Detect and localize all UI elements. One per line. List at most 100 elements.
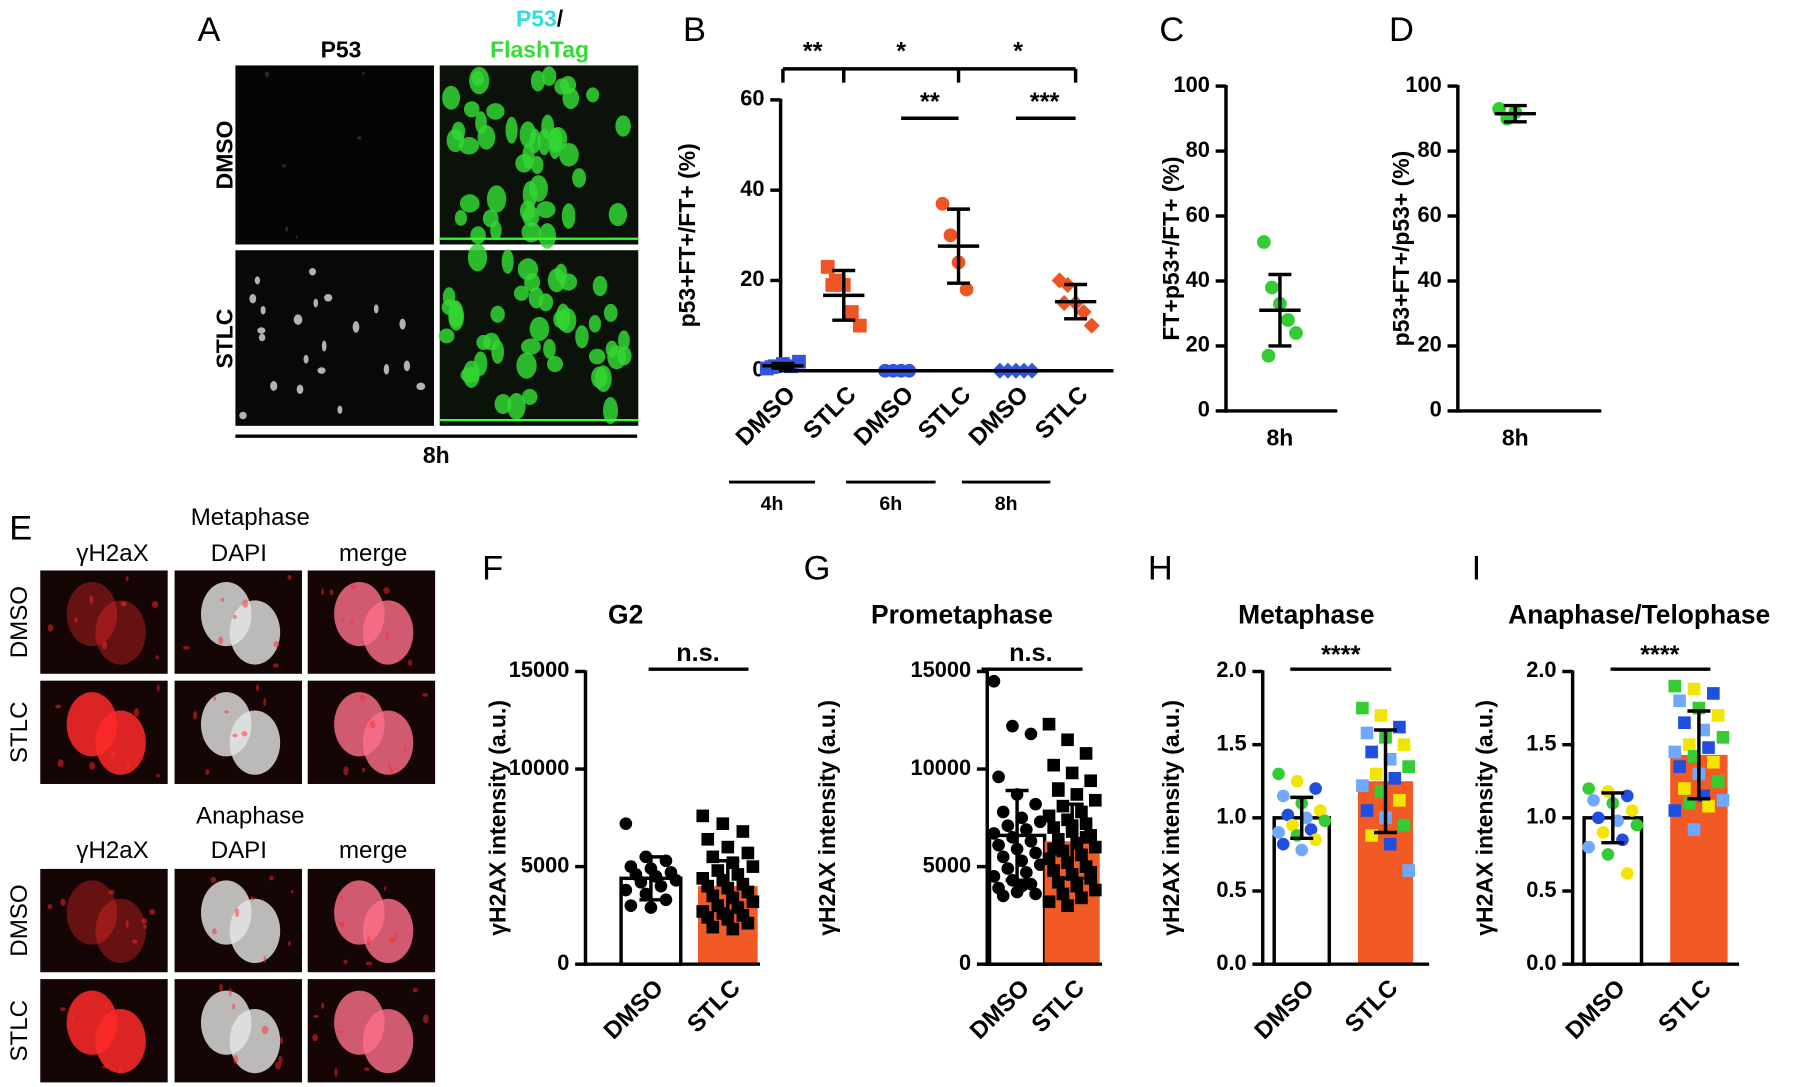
data-point [706, 850, 720, 864]
nucleus [95, 710, 146, 775]
data-point [1620, 867, 1634, 880]
cell [388, 937, 396, 944]
cell [399, 318, 406, 330]
cell [357, 136, 362, 140]
data-point [1065, 766, 1079, 780]
cell [255, 684, 260, 692]
data-point [1020, 823, 1033, 836]
y-tick-label: 1.5 [1216, 730, 1246, 755]
y-tick-label: 15000 [509, 657, 570, 682]
cell [321, 340, 327, 352]
cell [321, 1002, 325, 1009]
data-point [1365, 745, 1378, 759]
cell [213, 696, 217, 701]
data-point [644, 901, 658, 914]
group-label: 4h [761, 493, 784, 515]
significance-label: *** [1030, 88, 1060, 116]
cell [57, 759, 64, 768]
cell [278, 1055, 283, 1064]
cell [423, 1014, 429, 1024]
nucleus [229, 710, 281, 775]
column-header: P53 [321, 37, 362, 63]
cell [317, 367, 326, 374]
cell [529, 316, 550, 342]
cell [242, 599, 249, 608]
data-point [1042, 895, 1056, 909]
data-point [1668, 745, 1682, 759]
x-tick-label: DMSO [849, 381, 919, 451]
nucleus [362, 1008, 414, 1074]
cell [366, 936, 371, 946]
nucleus [95, 600, 146, 665]
data-point [634, 875, 648, 889]
nucleus [362, 710, 414, 775]
x-tick-label: DMSO [1249, 974, 1319, 1044]
y-axis-label: γH2AX intensity (a.u.) [1158, 700, 1184, 936]
cell [490, 220, 502, 241]
cell [313, 1014, 319, 1019]
cell [369, 720, 376, 729]
data-point [1716, 731, 1730, 744]
cell [394, 931, 397, 941]
column-header: DAPI [211, 837, 267, 864]
cell [155, 655, 159, 660]
micrograph [235, 65, 434, 245]
x-tick-label: DMSO [731, 381, 801, 451]
cell [412, 988, 418, 993]
cell [559, 142, 579, 167]
cell [608, 202, 628, 227]
cell [141, 918, 148, 924]
cell [467, 243, 488, 272]
cell [339, 895, 344, 901]
data-point [1051, 832, 1065, 846]
y-tick-label: 60 [740, 86, 764, 111]
significance-label: **** [1640, 641, 1679, 669]
cell [280, 1036, 284, 1045]
data-point [701, 879, 715, 893]
data-point [731, 868, 745, 881]
column-header: γH2aX [76, 540, 148, 567]
data-point [996, 850, 1010, 864]
cell [282, 164, 287, 168]
x-tick-label: STLC [1027, 974, 1091, 1038]
cell [521, 338, 541, 355]
cell [234, 907, 240, 918]
cell [296, 384, 304, 394]
cell [561, 203, 576, 229]
data-point [1687, 823, 1701, 836]
data-point [659, 854, 673, 868]
data-point [1051, 784, 1065, 797]
data-point [992, 770, 1005, 784]
cell [126, 762, 131, 770]
chart-title: Anaphase/Telophase [1508, 599, 1770, 629]
cell [501, 249, 514, 274]
cell [220, 597, 225, 602]
significance-label: * [1013, 37, 1023, 65]
cell [239, 411, 247, 420]
significance-label: ** [920, 88, 940, 116]
y-tick-label: 20 [1186, 332, 1210, 357]
data-point [1047, 842, 1060, 856]
cell [257, 327, 266, 334]
cell [548, 131, 562, 160]
cell [312, 1034, 319, 1042]
cell [403, 360, 411, 372]
y-tick-label: 20 [740, 266, 764, 291]
cell [337, 1030, 345, 1034]
row-label: DMSO [6, 586, 33, 658]
cell [513, 285, 529, 301]
panel-letter: E [9, 509, 32, 547]
data-point [701, 911, 715, 924]
micrograph [40, 570, 168, 674]
cell [470, 226, 486, 245]
data-point [1083, 317, 1100, 334]
cell [442, 287, 456, 307]
row-label: STLC [6, 702, 33, 764]
data-point [1304, 823, 1318, 836]
chart-title: Prometaphase [871, 599, 1053, 629]
data-point [1281, 808, 1295, 822]
y-tick-label: 0 [557, 950, 569, 975]
cell [494, 394, 512, 415]
data-point [1356, 779, 1369, 792]
cell [272, 663, 279, 668]
